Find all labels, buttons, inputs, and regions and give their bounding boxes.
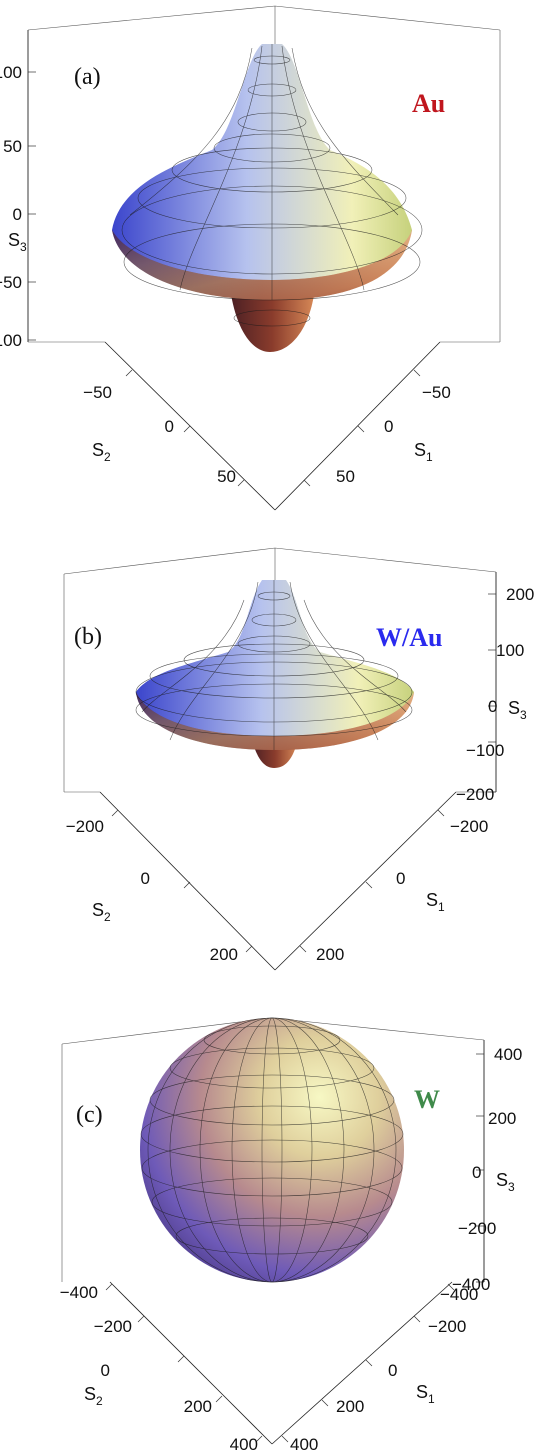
- panel-a: 100 50 0 −50 −100 S3 −50 0 50 S2 −50 0 5…: [0, 5, 501, 511]
- tick-label: −200: [456, 785, 494, 804]
- tick-label: 0: [388, 1361, 397, 1380]
- axis-label-y: S2: [92, 900, 111, 924]
- tick-label: 0: [396, 869, 405, 888]
- axis-label-sub: 2: [96, 1394, 103, 1408]
- tick-label: −50: [0, 273, 22, 292]
- panel-b: 200 100 0 −100 −200 S3 −200 0 200 S2 −20…: [63, 547, 534, 971]
- axis-label: S: [8, 230, 20, 250]
- panel-label-a: (a): [74, 64, 101, 90]
- tick-label: 0: [101, 1361, 110, 1380]
- axis-label: S: [496, 1170, 508, 1190]
- tick-label: 100: [0, 63, 22, 82]
- axis-label-sub: 1: [438, 900, 445, 914]
- surface-c: [140, 1017, 404, 1283]
- y-axis-c: −400 −200 0 200 400 S2: [60, 1283, 263, 1454]
- tick-label: −50: [83, 383, 112, 402]
- tick-label: 0: [472, 1163, 481, 1182]
- tick-label: 0: [141, 869, 150, 888]
- tick-label: −200: [94, 1317, 132, 1336]
- axis-label: S: [426, 890, 438, 910]
- axis-label-sub: 2: [104, 910, 111, 924]
- tick-label: −400: [440, 1285, 478, 1304]
- axis-label-sub: 3: [520, 708, 527, 722]
- tick-label: 400: [494, 1045, 522, 1064]
- material-label-a: Au: [412, 89, 445, 118]
- z-axis-a: 100 50 0 −50 −100 S3: [0, 63, 36, 350]
- tick-label: 200: [488, 1109, 516, 1128]
- axis-label-y: S2: [84, 1384, 103, 1408]
- x-axis-a: −50 0 50 S1: [303, 369, 451, 487]
- axis-label: S: [416, 1382, 428, 1402]
- axis-label-sub: 1: [426, 450, 433, 464]
- axis-label-sub: 1: [428, 1392, 435, 1406]
- material-label-c: W: [414, 1085, 440, 1114]
- tick-label: −200: [450, 817, 488, 836]
- tick-label: 50: [217, 467, 236, 486]
- tick-label: 100: [496, 641, 524, 660]
- tick-label: 200: [184, 1397, 212, 1416]
- tick-label: −100: [466, 741, 504, 760]
- tick-label: −100: [0, 331, 22, 350]
- z-axis-c: 400 200 0 −200 −400 S3: [452, 1045, 522, 1294]
- axis-label-x: S1: [416, 1382, 435, 1406]
- tick-label: −400: [452, 1275, 490, 1294]
- tick-label: 200: [316, 945, 344, 964]
- axis-label-z: S3: [508, 698, 527, 722]
- axis-label-sub: 2: [104, 450, 111, 464]
- panel-c: 400 200 0 −200 −400 S3 −400 −200 0 200 4…: [60, 1017, 522, 1454]
- tick-label: 50: [336, 467, 355, 486]
- axis-label: S: [92, 900, 104, 920]
- axis-label: S: [92, 440, 104, 460]
- x-axis-b: −200 0 200 S1: [299, 809, 488, 964]
- surface-a: [112, 44, 423, 352]
- axis-label: S: [508, 698, 520, 718]
- tick-label: 0: [384, 417, 393, 436]
- axis-label: S: [414, 440, 426, 460]
- panel-label-b: (b): [74, 624, 102, 650]
- surface-b: [135, 580, 414, 768]
- tick-label: 400: [290, 1435, 318, 1454]
- tick-label: 0: [13, 205, 22, 224]
- tick-label: 50: [3, 137, 22, 156]
- tick-label: −200: [458, 1219, 496, 1238]
- axis-label-y: S2: [92, 440, 111, 464]
- tick-label: −400: [60, 1283, 98, 1302]
- tick-label: −200: [66, 817, 104, 836]
- axis-label-sub: 3: [20, 240, 27, 254]
- y-axis-b: −200 0 200 S2: [66, 809, 253, 964]
- y-axis-a: −50 0 50 S2: [83, 369, 245, 487]
- tick-label: −200: [428, 1317, 466, 1336]
- tick-label: 0: [488, 697, 497, 716]
- axis-label-z: S3: [496, 1170, 515, 1194]
- tick-label: 0: [165, 417, 174, 436]
- x-axis-c: −400 −200 0 200 400 S1: [281, 1283, 478, 1454]
- axis-label-z: S3: [8, 230, 27, 254]
- axis-label-x: S1: [426, 890, 445, 914]
- axis-label-sub: 3: [508, 1180, 515, 1194]
- tick-label: 200: [210, 945, 238, 964]
- tick-label: −50: [422, 383, 451, 402]
- tick-label: 200: [336, 1397, 364, 1416]
- axis-label-x: S1: [414, 440, 433, 464]
- tick-label: 200: [506, 585, 534, 604]
- tick-label: 400: [230, 1435, 258, 1454]
- material-label-b: W/Au: [376, 623, 442, 652]
- panel-label-c: (c): [76, 1102, 103, 1128]
- axis-label: S: [84, 1384, 96, 1404]
- z-axis-b: 200 100 0 −100 −200 S3: [456, 585, 534, 804]
